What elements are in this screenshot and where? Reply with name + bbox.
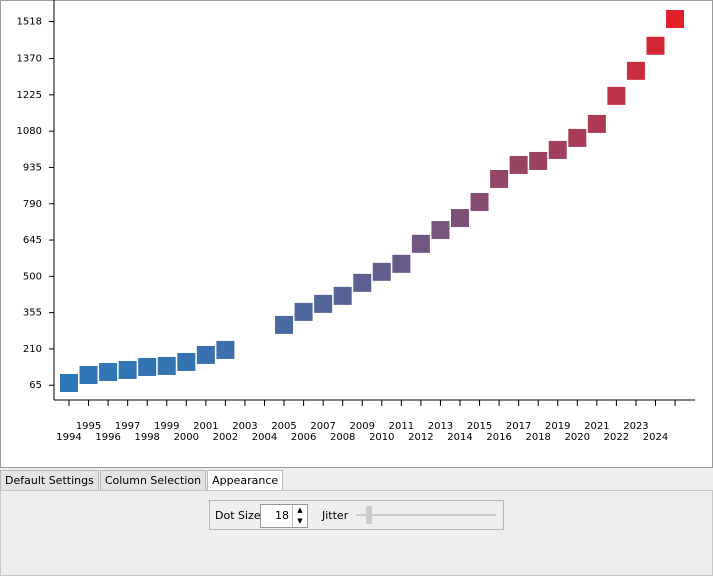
tab-bar: Default Settings Column Selection Appear… (0, 470, 284, 490)
dot (177, 352, 196, 371)
dot (157, 356, 176, 375)
tab[interactable]: Column Selection (99, 470, 207, 490)
x-tick-label: 1997 (115, 421, 140, 432)
dot-size-label: Dot Size (215, 509, 261, 522)
chart-frame (0, 0, 713, 468)
dot (607, 86, 626, 105)
dot (392, 254, 411, 273)
dot (509, 155, 528, 174)
y-tick-label: 65 (29, 380, 42, 391)
spinner-arrows[interactable]: ▲ ▼ (292, 505, 307, 527)
x-tick-label: 2002 (213, 432, 238, 443)
dot (138, 357, 157, 376)
x-tick-label: 2003 (232, 421, 257, 432)
dot (353, 273, 372, 292)
tab[interactable]: Appearance (207, 470, 284, 490)
dot (60, 373, 78, 392)
dot (626, 61, 645, 80)
x-tick-label: 2005 (271, 421, 296, 432)
dot (411, 234, 430, 253)
x-tick-label: 2010 (369, 432, 394, 443)
x-tick-label: 1998 (134, 432, 159, 443)
x-tick-label: 2014 (447, 432, 472, 443)
x-tick-label: 2012 (408, 432, 433, 443)
dot (79, 365, 98, 384)
dot (275, 315, 294, 334)
dot-size-spinner[interactable]: 18 ▲ ▼ (260, 504, 308, 528)
x-tick-label: 1994 (56, 432, 81, 443)
dot (490, 169, 509, 188)
dot (587, 114, 606, 133)
x-tick-label: 1999 (154, 421, 179, 432)
slider-knob[interactable] (366, 506, 372, 524)
settings-panel: Dot Size 18 ▲ ▼ Jitter (0, 490, 713, 576)
jitter-label: Jitter (322, 509, 349, 522)
x-tick-label: 1995 (76, 421, 101, 432)
x-tick-label: 2016 (486, 432, 511, 443)
x-tick-label: 2022 (604, 432, 629, 443)
dot (196, 345, 215, 364)
y-tick-label: 210 (23, 344, 42, 355)
dot (666, 10, 685, 29)
x-tick-label: 2008 (330, 432, 355, 443)
x-tick-label: 2000 (174, 432, 199, 443)
tab[interactable]: Default Settings (0, 470, 99, 490)
x-tick-label: 2024 (643, 432, 668, 443)
chart: 65 210 355 500 645 790 935 1080 1225 1370 1518 1994… (0, 0, 713, 468)
dot (99, 362, 118, 381)
x-tick-label: 2011 (389, 421, 414, 432)
x-tick-label: 2019 (545, 421, 570, 432)
y-tick-label: 1080 (17, 126, 42, 137)
y-tick-label: 790 (23, 199, 42, 210)
x-tick-label: 2021 (584, 421, 609, 432)
x-tick-label: 2020 (565, 432, 590, 443)
x-tick-label: 2001 (193, 421, 218, 432)
x-tick-label: 2007 (310, 421, 335, 432)
dot (548, 140, 567, 159)
dot (470, 193, 489, 212)
dot (646, 36, 665, 55)
x-tick-label: 2023 (623, 421, 648, 432)
y-tick-label: 500 (23, 271, 42, 282)
appearance-box: Dot Size 18 ▲ ▼ Jitter (209, 500, 504, 530)
y-tick-label: 1518 (17, 17, 42, 28)
y-tick-label: 355 (23, 308, 42, 319)
y-tick-label: 1225 (17, 90, 42, 101)
dot-size-value: 18 (275, 509, 289, 522)
x-tick-label: 2004 (252, 432, 277, 443)
x-tick-label: 2018 (525, 432, 550, 443)
x-tick-label: 2017 (506, 421, 531, 432)
y-tick-label: 645 (23, 235, 42, 246)
dot (333, 286, 352, 305)
dot (314, 294, 333, 313)
dot (431, 221, 450, 240)
y-tick-label: 1370 (17, 54, 42, 65)
dot (216, 340, 235, 359)
dot (451, 209, 469, 228)
x-tick-label: 2013 (428, 421, 453, 432)
dot (568, 128, 587, 147)
dot (529, 151, 548, 170)
y-tick-label: 935 (23, 162, 42, 173)
dot (118, 360, 137, 379)
x-tick-label: 2015 (467, 421, 492, 432)
x-tick-label: 1996 (95, 432, 120, 443)
dot (372, 262, 391, 281)
x-tick-label: 2009 (350, 421, 375, 432)
dot (294, 302, 313, 321)
jitter-slider[interactable] (356, 506, 496, 524)
x-tick-label: 2006 (291, 432, 316, 443)
